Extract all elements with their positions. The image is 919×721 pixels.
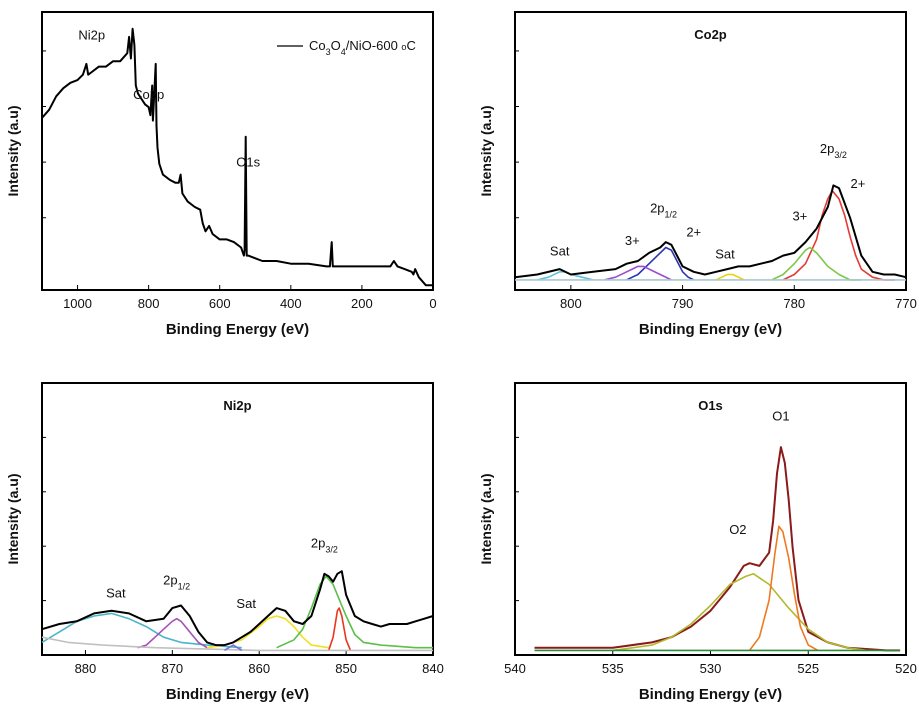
panel-o1s: 540 535 530 525 520 Binding Energy (eV) Intens… [478,382,917,703]
peak-annotation: O1s [236,155,260,170]
fit-component-line [626,246,695,281]
x-tick-label: 525 [797,661,819,676]
experimental-spectrum-line [41,27,433,287]
y-axis-label: Intensity (a.u) [5,105,21,196]
fit-component-line [206,615,329,649]
panel-title: Co2p [694,27,727,42]
peak-annotation: 2p3/2 [311,535,338,554]
fit-component-line [612,573,868,652]
x-tick-label: 400 [280,296,302,311]
peak-annotation: Sat [715,246,735,261]
y-axis-label: Intensity (a.u) [5,473,21,564]
peak-annotation: Co2p [133,87,164,102]
y-axis-label: Intensity (a.u) [478,105,494,196]
fit-component-line [41,612,242,649]
x-tick-label: 520 [895,661,917,676]
x-tick-label: 535 [602,661,624,676]
fit-component-line [224,644,243,652]
fit-component-line [276,575,433,649]
plot-frame [41,11,434,291]
fit-component-line [748,525,819,652]
x-tick-label: 1000 [63,296,92,311]
x-tick-label: 530 [700,661,722,676]
peak-annotation: Sat [106,586,126,601]
fit-component-line [137,617,208,649]
plot-frame [514,11,907,291]
peak-annotation: 2+ [851,176,866,191]
x-tick-label: 800 [560,296,582,311]
peak-annotation: 3+ [792,209,807,224]
legend-label: Co3O4/NiO-600 oC [309,38,416,57]
x-tick-label: 790 [672,296,694,311]
peak-annotation: 2p3/2 [820,141,847,160]
x-tick-label: 540 [504,661,526,676]
x-tick-label: 840 [422,661,444,676]
fit-component-line [41,636,433,652]
fit-component-line [771,246,862,281]
panel-title: O1s [698,398,723,413]
peak-annotation: Sat [550,244,570,259]
x-axis-label: Binding Energy (eV) [166,321,309,338]
peak-annotation: Ni2p [78,28,105,43]
panel-title: Ni2p [223,398,251,413]
x-tick-label: 870 [161,661,183,676]
panel-survey: 1000 800 600 400 200 0 Binding Energy (eV) Inte… [5,11,437,338]
x-tick-label: 850 [335,661,357,676]
x-tick-label: 770 [895,296,917,311]
fit-component-line [327,607,352,651]
experimental-spectrum-line [514,184,907,279]
peak-annotation: 2+ [686,225,701,240]
y-axis-label: Intensity (a.u) [478,473,494,564]
x-axis-label: Binding Energy (eV) [639,686,782,703]
x-tick-label: 200 [351,296,373,311]
peak-annotation: 3+ [625,233,640,248]
panel-ni2p: 880 870 860 850 840 Binding Energy (eV) Intens… [5,382,444,703]
x-axis-label: Binding Energy (eV) [166,686,309,703]
peak-annotation: O2 [729,522,746,537]
x-tick-label: 800 [138,296,160,311]
peak-annotation: 2p1/2 [650,200,677,219]
plot-frame [514,382,907,656]
x-tick-label: 0 [429,296,436,311]
peak-annotation: O1 [772,409,789,424]
x-tick-label: 780 [783,296,805,311]
peak-annotation: Sat [236,596,256,611]
x-tick-label: 600 [209,296,231,311]
experimental-spectrum-line [534,446,901,652]
plot-frame [41,382,434,656]
x-tick-label: 880 [75,661,97,676]
panel-co2p: 800 790 780 770 Binding Energy (eV) Intensity… [478,11,917,338]
fit-component-line [782,190,895,281]
fit-component-line [715,273,745,281]
x-axis-label: Binding Energy (eV) [639,321,782,338]
peak-annotation: 2p1/2 [163,572,190,591]
experimental-spectrum-line [41,570,434,647]
x-tick-label: 860 [248,661,270,676]
fit-component-line [604,265,672,281]
